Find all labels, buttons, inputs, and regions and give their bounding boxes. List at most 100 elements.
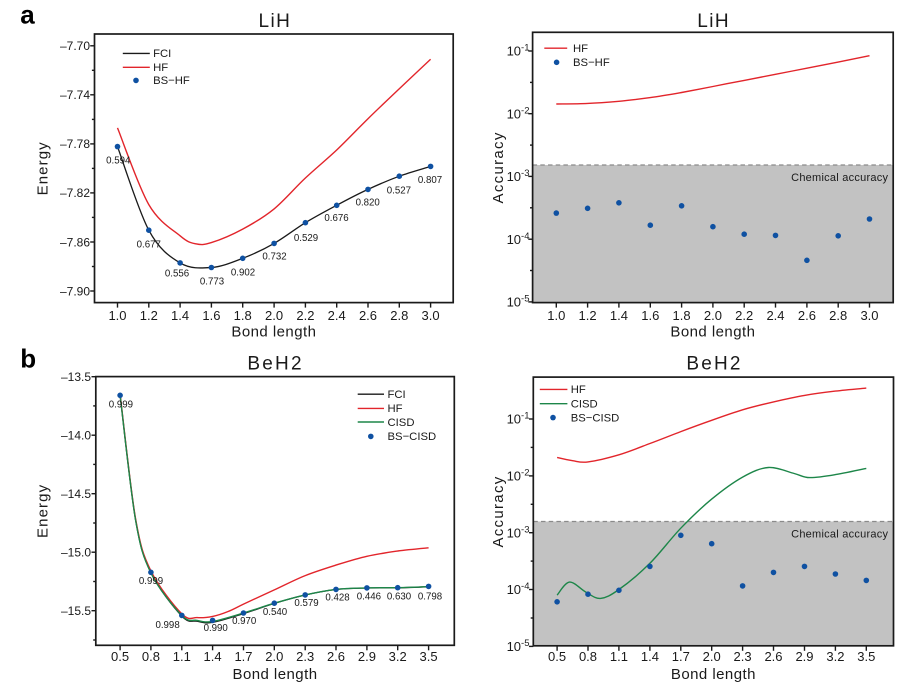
svg-text:Bond length: Bond length: [671, 666, 756, 683]
svg-text:1.6: 1.6: [202, 308, 220, 323]
svg-text:0.556: 0.556: [165, 269, 189, 280]
svg-text:HF: HF: [573, 43, 588, 55]
svg-text:–15.0: –15.0: [61, 546, 91, 560]
svg-text:3.0: 3.0: [422, 308, 440, 323]
svg-text:3.0: 3.0: [860, 308, 878, 323]
svg-text:0.732: 0.732: [262, 252, 286, 263]
svg-text:Energy: Energy: [34, 141, 51, 195]
svg-text:a: a: [20, 0, 35, 30]
svg-text:BeH2: BeH2: [686, 353, 742, 374]
svg-text:0.999: 0.999: [109, 399, 133, 410]
svg-text:1.7: 1.7: [672, 649, 690, 664]
svg-text:2.2: 2.2: [296, 308, 314, 323]
svg-text:2.3: 2.3: [734, 649, 752, 664]
svg-text:2.9: 2.9: [358, 649, 376, 664]
svg-text:Bond length: Bond length: [670, 323, 755, 340]
svg-text:1.4: 1.4: [610, 308, 628, 323]
svg-text:1.8: 1.8: [234, 308, 252, 323]
svg-text:0.902: 0.902: [231, 267, 255, 278]
svg-text:0.579: 0.579: [294, 598, 318, 609]
svg-text:0.999: 0.999: [139, 576, 163, 587]
svg-text:–15.5: –15.5: [61, 604, 91, 618]
svg-text:1.0: 1.0: [108, 308, 126, 323]
svg-text:–7.86: –7.86: [60, 235, 90, 249]
svg-text:2.3: 2.3: [296, 649, 314, 664]
svg-text:2.8: 2.8: [390, 308, 408, 323]
svg-text:3.2: 3.2: [389, 649, 407, 664]
svg-text:1.4: 1.4: [641, 649, 659, 664]
svg-text:1.4: 1.4: [171, 308, 189, 323]
svg-text:0.990: 0.990: [204, 623, 229, 634]
svg-text:HF: HF: [571, 384, 586, 396]
svg-text:0.529: 0.529: [294, 233, 318, 244]
svg-text:b: b: [20, 344, 36, 374]
svg-text:0.5: 0.5: [111, 649, 129, 664]
svg-text:BS−HF: BS−HF: [573, 57, 610, 69]
svg-text:–7.90: –7.90: [60, 284, 90, 298]
svg-text:LiH: LiH: [259, 11, 292, 32]
svg-text:–7.82: –7.82: [60, 186, 90, 200]
svg-text:–14.5: –14.5: [61, 487, 91, 501]
svg-text:Chemical accuracy: Chemical accuracy: [791, 528, 888, 540]
svg-text:BS−CISD: BS−CISD: [388, 431, 437, 443]
svg-text:2.9: 2.9: [795, 649, 813, 664]
svg-text:3.5: 3.5: [857, 649, 875, 664]
svg-text:Energy: Energy: [34, 484, 51, 538]
svg-text:0.798: 0.798: [418, 591, 442, 602]
svg-text:2.4: 2.4: [766, 308, 784, 323]
svg-text:3.5: 3.5: [420, 649, 438, 664]
svg-text:0.540: 0.540: [263, 607, 288, 618]
svg-text:2.6: 2.6: [764, 649, 782, 664]
svg-text:0.970: 0.970: [232, 616, 257, 627]
svg-text:CISD: CISD: [388, 417, 415, 429]
svg-text:2.6: 2.6: [359, 308, 377, 323]
svg-text:1.2: 1.2: [579, 308, 597, 323]
svg-text:0.998: 0.998: [155, 620, 179, 631]
svg-text:Bond length: Bond length: [231, 323, 316, 340]
svg-text:1.8: 1.8: [673, 308, 691, 323]
svg-text:Chemical accuracy: Chemical accuracy: [791, 172, 888, 184]
svg-text:0.5: 0.5: [548, 649, 566, 664]
svg-text:Accuracy: Accuracy: [490, 475, 507, 547]
svg-text:0.820: 0.820: [356, 197, 381, 208]
svg-text:Bond length: Bond length: [232, 666, 317, 683]
svg-text:HF: HF: [388, 403, 403, 415]
svg-text:0.8: 0.8: [142, 649, 160, 664]
svg-text:0.676: 0.676: [324, 213, 348, 224]
svg-text:2.0: 2.0: [265, 308, 283, 323]
svg-text:1.1: 1.1: [610, 649, 628, 664]
svg-text:BS−CISD: BS−CISD: [571, 412, 620, 424]
svg-text:2.4: 2.4: [328, 308, 346, 323]
svg-text:2.6: 2.6: [798, 308, 816, 323]
svg-text:0.8: 0.8: [579, 649, 597, 664]
svg-text:–13.5: –13.5: [61, 370, 91, 384]
svg-text:0.527: 0.527: [387, 185, 411, 196]
svg-text:3.2: 3.2: [826, 649, 844, 664]
svg-text:BS−HF: BS−HF: [153, 75, 190, 87]
svg-text:2.0: 2.0: [265, 649, 283, 664]
svg-text:–7.70: –7.70: [60, 39, 90, 53]
svg-text:1.4: 1.4: [204, 649, 222, 664]
svg-text:2.0: 2.0: [704, 308, 722, 323]
svg-text:2.2: 2.2: [735, 308, 753, 323]
svg-text:0.677: 0.677: [137, 239, 161, 250]
svg-text:2.8: 2.8: [829, 308, 847, 323]
svg-text:0.446: 0.446: [357, 591, 381, 602]
svg-text:2.0: 2.0: [703, 649, 721, 664]
svg-text:2.6: 2.6: [327, 649, 345, 664]
svg-text:1.2: 1.2: [140, 308, 158, 323]
svg-text:1.6: 1.6: [641, 308, 659, 323]
svg-text:0.428: 0.428: [325, 593, 349, 604]
svg-text:–7.74: –7.74: [60, 88, 90, 102]
svg-text:Accuracy: Accuracy: [490, 131, 507, 203]
svg-text:1.7: 1.7: [234, 649, 252, 664]
svg-text:BeH2: BeH2: [247, 353, 303, 374]
svg-text:0.807: 0.807: [418, 175, 442, 186]
svg-text:1.1: 1.1: [173, 649, 191, 664]
svg-text:CISD: CISD: [571, 399, 598, 411]
svg-text:FCI: FCI: [388, 389, 406, 401]
svg-text:FCI: FCI: [153, 48, 171, 60]
svg-text:0.630: 0.630: [387, 591, 412, 602]
svg-text:–14.0: –14.0: [61, 429, 91, 443]
svg-text:LiH: LiH: [697, 11, 730, 32]
